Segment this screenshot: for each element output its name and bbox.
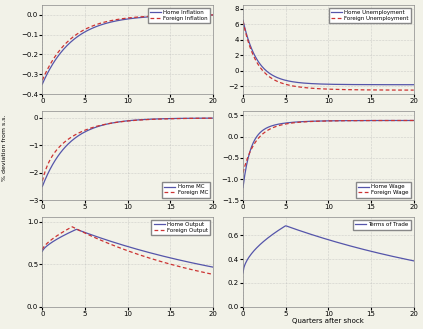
Legend: Home MC, Foreign MC: Home MC, Foreign MC — [162, 182, 210, 197]
Text: % deviation from s.s.: % deviation from s.s. — [2, 115, 7, 181]
Legend: Terms of Trade: Terms of Trade — [353, 220, 411, 230]
Legend: Home Wage, Foreign Wage: Home Wage, Foreign Wage — [356, 182, 411, 197]
Legend: Home Inflation, Foreign Inflation: Home Inflation, Foreign Inflation — [148, 8, 210, 23]
Legend: Home Output, Foreign Output: Home Output, Foreign Output — [151, 220, 210, 236]
Legend: Home Unemployment, Foreign Unemployment: Home Unemployment, Foreign Unemployment — [329, 8, 411, 23]
X-axis label: Quarters after shock: Quarters after shock — [292, 318, 364, 324]
